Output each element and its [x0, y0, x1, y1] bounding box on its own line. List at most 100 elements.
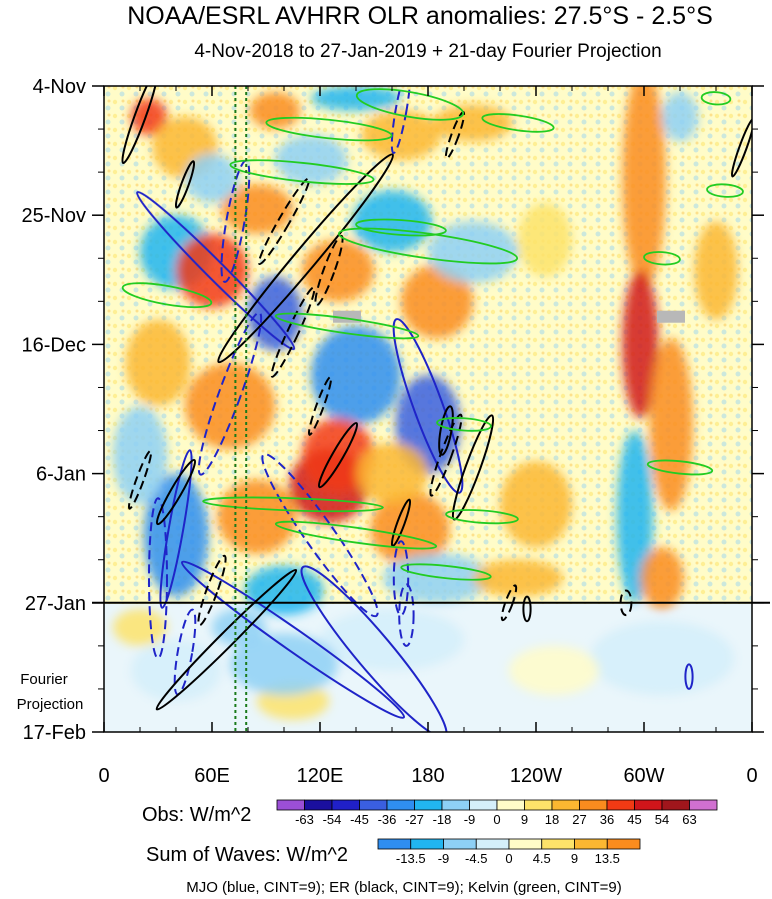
chart-subtitle: 4-Nov-2018 to 27-Jan-2019 + 21-day Fouri… [194, 41, 661, 62]
anomaly-patch [125, 319, 191, 406]
anomaly-patch [311, 86, 401, 111]
x-tick-label: 0 [746, 765, 757, 787]
mjo-contour [392, 540, 410, 617]
er-contour [155, 568, 298, 711]
anomaly-patch [428, 221, 518, 283]
obs-colorbar-tick: -27 [405, 812, 424, 827]
mjo-contours [136, 86, 694, 732]
anomaly-patch [401, 264, 473, 339]
waves-colorbar-tick: 0 [505, 851, 512, 866]
mjo-contour [159, 449, 193, 609]
obs-colorbar-tick: -18 [433, 812, 452, 827]
obs-colorbar-swatch [661, 799, 690, 811]
anomaly-patch [649, 338, 693, 511]
obs-colorbar-tick: -54 [323, 812, 342, 827]
anomaly-patch [131, 639, 221, 702]
anomaly-patch [518, 202, 572, 277]
obs-colorbar-tick: 45 [627, 812, 641, 827]
obs-colorbar-tick: 18 [545, 812, 559, 827]
obs-colorbar-swatch [441, 799, 470, 811]
anomaly-patch [590, 621, 734, 696]
anomaly-patch [617, 430, 653, 603]
contour-legend: MJO (blue, CINT=9); ER (black, CINT=9); … [186, 879, 622, 896]
obs-colorbar-label: Obs: W/m^2 [142, 804, 251, 826]
x-tick-label: 120E [297, 765, 344, 787]
anomaly-patch [185, 153, 239, 203]
waves-colorbar-swatch [508, 838, 543, 850]
kelvin-contour [643, 251, 681, 266]
y-tick-label: 17-Feb [23, 722, 86, 744]
mjo-contour [180, 560, 406, 719]
obs-colorbar-tick: 36 [600, 812, 614, 827]
kelvin-contour [274, 520, 438, 550]
anomaly-patch [500, 461, 572, 548]
anomaly-field [113, 86, 738, 720]
waves-colorbar-swatch [475, 838, 510, 850]
er-contour [217, 153, 394, 364]
er-contour [257, 177, 311, 266]
anomaly-patch [662, 92, 698, 142]
kelvin-contour [700, 91, 732, 106]
anomaly-patch [113, 608, 167, 646]
projection-label-line1: Fourier [20, 671, 68, 688]
obs-colorbar-tick: 54 [655, 812, 669, 827]
kelvin-contour [646, 459, 714, 476]
anomaly-patch [302, 239, 374, 302]
waves-colorbar-swatch [541, 838, 575, 850]
anomaly-patch [356, 442, 428, 505]
obs-colorbar-tick: 9 [521, 812, 528, 827]
kelvin-contour [706, 183, 744, 198]
waves-colorbar-tick: -4.5 [465, 851, 487, 866]
mjo-contour [300, 565, 448, 732]
obs-colorbar-swatch [606, 799, 635, 811]
obs-colorbar-swatch [551, 799, 580, 811]
kelvin-contour [121, 282, 213, 309]
obs-colorbar-swatch [414, 799, 443, 811]
mjo-contour [136, 191, 296, 351]
er-contour [730, 117, 752, 178]
anomaly-patch [131, 98, 167, 136]
obs-colorbar-swatch [689, 799, 718, 811]
anomaly-patch [217, 479, 297, 554]
er-contour [429, 413, 463, 497]
axes: 0 60E 120E 180 120W 60W 0 4-Nov 25-Nov 16-Dec 6-Ja… [22, 76, 764, 787]
y-tick-label: 6-Jan [36, 464, 86, 486]
anomaly-patch [622, 86, 666, 289]
er-contour [174, 160, 196, 209]
er-contour [314, 234, 344, 307]
obs-colorbar-tick: -36 [378, 812, 397, 827]
projection-label-line2: Projection [17, 696, 84, 713]
er-contour [127, 449, 153, 510]
er-contour [155, 458, 197, 526]
obs-colorbar-tick: -63 [295, 812, 314, 827]
waves-colorbar-swatch [606, 838, 641, 850]
obs-colorbar-swatch [359, 799, 388, 811]
x-tick-label: 60W [623, 765, 664, 787]
anomaly-patch [311, 325, 401, 425]
anomaly-patch [244, 565, 324, 616]
mjo-contour [148, 497, 168, 660]
obs-colorbar-tick: -45 [350, 812, 369, 827]
waves-colorbar-tick: -9 [438, 851, 450, 866]
mjo-contour [261, 453, 379, 618]
er-contour [500, 584, 518, 622]
obs-colorbar-swatch [524, 799, 553, 811]
waves-colorbar-tick: 9 [571, 851, 578, 866]
obs-colorbar-swatch [331, 799, 360, 811]
obs-colorbar-swatch [469, 799, 498, 811]
er-contour [522, 595, 532, 623]
anomaly-patch [509, 645, 599, 696]
kelvin-contour [202, 496, 384, 513]
obs-colorbar-swatch [634, 799, 663, 811]
er-contour [121, 86, 159, 165]
waves-colorbar-swatch [410, 838, 444, 850]
mjo-contour [197, 311, 263, 476]
x-tick-label: 180 [411, 765, 444, 787]
kelvin-contours [121, 88, 744, 581]
obs-colorbar-tick: 27 [572, 812, 586, 827]
anomaly-patch [212, 608, 266, 646]
x-tick-label: 60E [194, 765, 230, 787]
er-contour [307, 375, 333, 436]
anomaly-patch [230, 633, 338, 696]
